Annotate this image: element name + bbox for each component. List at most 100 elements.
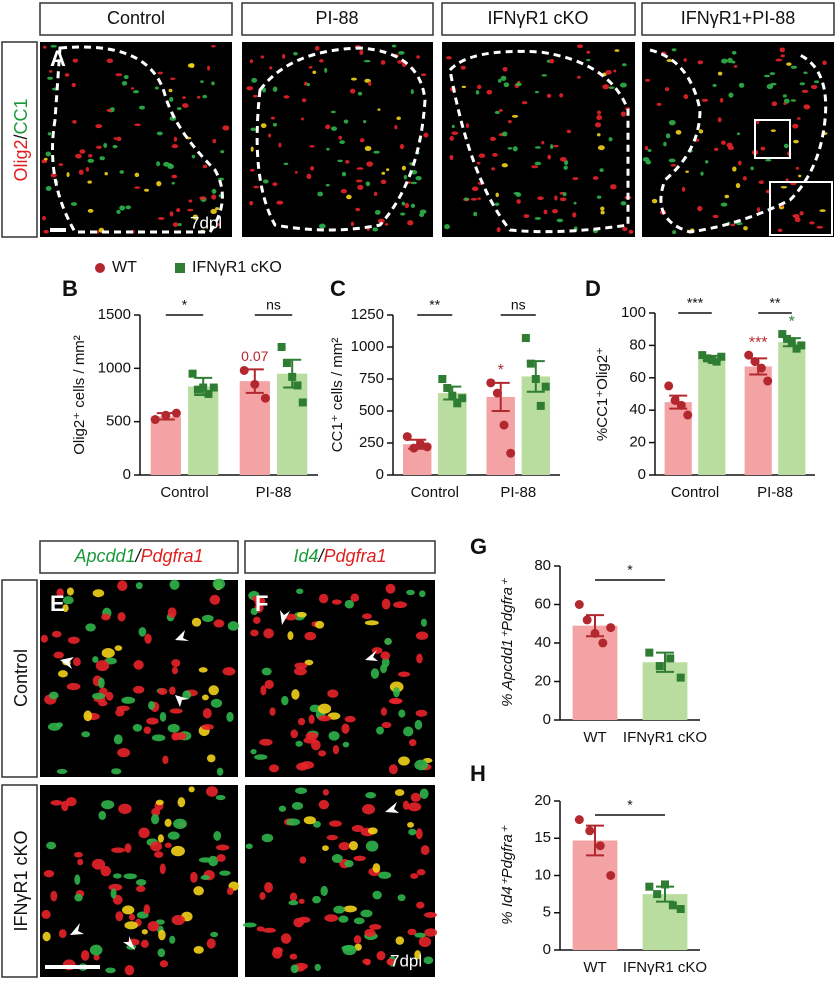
- cell: [207, 65, 211, 71]
- cell: [288, 900, 299, 906]
- cell: [251, 77, 258, 83]
- cell: [622, 227, 628, 232]
- cell: [478, 153, 486, 158]
- cell: [172, 222, 179, 227]
- cell: [359, 49, 364, 56]
- cell: [117, 612, 126, 622]
- x-tick-label: WT: [583, 959, 606, 976]
- cell: [410, 203, 416, 209]
- cell: [756, 207, 761, 213]
- y-tick-label: 500: [359, 402, 384, 419]
- cell: [74, 893, 83, 902]
- cell: [318, 223, 326, 229]
- cell: [372, 890, 382, 900]
- cell: [164, 818, 172, 828]
- gene: Pdgfra1: [324, 546, 387, 566]
- bar: [698, 358, 726, 475]
- cell: [66, 682, 81, 691]
- data-point: [717, 352, 726, 361]
- cell: [121, 696, 136, 704]
- cell: [206, 754, 216, 763]
- cell: [213, 830, 222, 841]
- cell: [135, 879, 147, 886]
- cell: [537, 196, 544, 201]
- data-point: [209, 383, 218, 392]
- cell: [318, 799, 330, 810]
- cell: [451, 131, 459, 136]
- cell: [534, 161, 542, 166]
- cell: [293, 667, 307, 676]
- cell: [720, 202, 728, 207]
- cell: [171, 732, 179, 741]
- cell: [392, 687, 400, 698]
- cell: [212, 139, 217, 144]
- cell: [83, 710, 93, 722]
- data-point: [653, 890, 662, 899]
- cell: [111, 847, 126, 853]
- cell: [98, 677, 105, 689]
- cell: [605, 70, 612, 75]
- cell: [138, 627, 147, 637]
- cell: [664, 87, 670, 92]
- y-tick-label: 80: [629, 336, 646, 353]
- cell: [338, 915, 349, 923]
- cell: [191, 154, 196, 159]
- cell: [260, 123, 267, 129]
- cell: [809, 221, 815, 225]
- cell: [169, 96, 174, 102]
- cell: [177, 223, 182, 227]
- cell: [355, 207, 361, 212]
- data-point: [492, 388, 502, 398]
- cell: [476, 161, 481, 165]
- cell: [262, 927, 276, 933]
- significance-label: ns: [266, 297, 281, 313]
- data-point: [712, 357, 721, 366]
- row-label: Control: [11, 649, 31, 707]
- cell: [250, 629, 259, 637]
- cell: [372, 227, 379, 232]
- data-point: [707, 355, 716, 364]
- data-point: [666, 654, 675, 663]
- cell: [559, 93, 564, 98]
- cell: [376, 726, 384, 735]
- cell: [398, 756, 410, 766]
- cell: [260, 685, 267, 696]
- micrograph: [642, 42, 834, 237]
- panel-letter: A: [50, 46, 66, 71]
- y-tick-label: 10: [534, 866, 551, 883]
- cell: [154, 851, 164, 858]
- cell: [215, 794, 226, 801]
- cell: [512, 146, 518, 152]
- cell: [210, 698, 223, 708]
- cell: [350, 593, 360, 602]
- bar: [778, 342, 806, 475]
- cell: [48, 691, 59, 700]
- cell: [503, 82, 510, 88]
- data-point: [526, 359, 535, 368]
- cell: [449, 154, 454, 161]
- cell: [144, 633, 152, 644]
- data-point: [541, 382, 550, 391]
- cell: [291, 689, 300, 700]
- cell: [308, 714, 315, 725]
- cell: [810, 84, 818, 90]
- timepoint: 7dpl: [390, 951, 422, 970]
- cell: [89, 944, 103, 956]
- cell: [549, 58, 555, 64]
- error-bar: [586, 824, 604, 857]
- cell: [600, 210, 605, 215]
- cell: [364, 928, 376, 937]
- cell: [683, 94, 689, 100]
- cell: [170, 845, 185, 857]
- cell: [64, 73, 70, 77]
- cell: [501, 163, 508, 168]
- cell: [376, 950, 386, 961]
- cell: [105, 967, 116, 974]
- micrograph: [242, 42, 433, 237]
- cell: [475, 90, 480, 95]
- cell: [261, 667, 272, 676]
- arrow: [385, 802, 399, 813]
- cell: [211, 194, 217, 200]
- cell: [176, 107, 182, 111]
- cell: [554, 195, 558, 201]
